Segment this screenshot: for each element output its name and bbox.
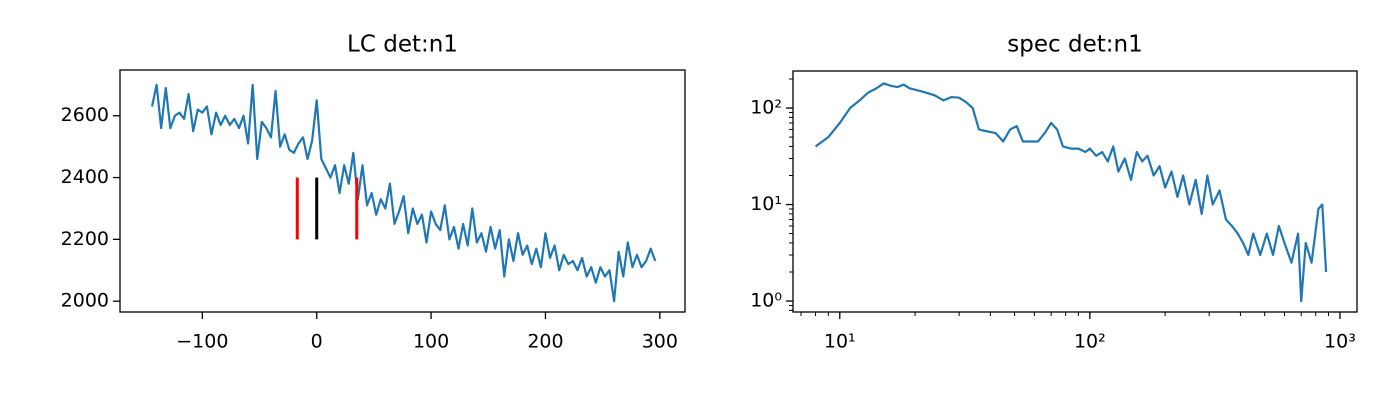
x-tick-label: 200: [527, 331, 563, 353]
y-tick-label: 2200: [61, 228, 109, 250]
x-tick-label: −100: [176, 331, 228, 353]
x-tick-label: 10³: [1324, 331, 1356, 353]
y-tick-label: 2400: [61, 166, 109, 188]
chart-title: LC det:n1: [347, 32, 458, 58]
x-tick-label: 10²: [1074, 331, 1106, 353]
x-tick-label: 300: [642, 331, 678, 353]
y-tick-label: 10⁰: [750, 290, 782, 312]
y-tick-label: 2000: [61, 290, 109, 312]
data-line: [814, 82, 1328, 303]
plot-frame: [792, 70, 1358, 313]
y-tick-label: 2600: [61, 104, 109, 126]
x-tick-label: 100: [413, 331, 449, 353]
y-tick-label: 10¹: [750, 193, 782, 215]
y-tick-label: 10²: [750, 97, 782, 119]
plot-frame: [119, 69, 686, 313]
x-tick-label: 10¹: [824, 331, 856, 353]
x-tick-label: 0: [311, 331, 323, 353]
data-line: [150, 83, 657, 303]
chart-title: spec det:n1: [1007, 32, 1142, 58]
